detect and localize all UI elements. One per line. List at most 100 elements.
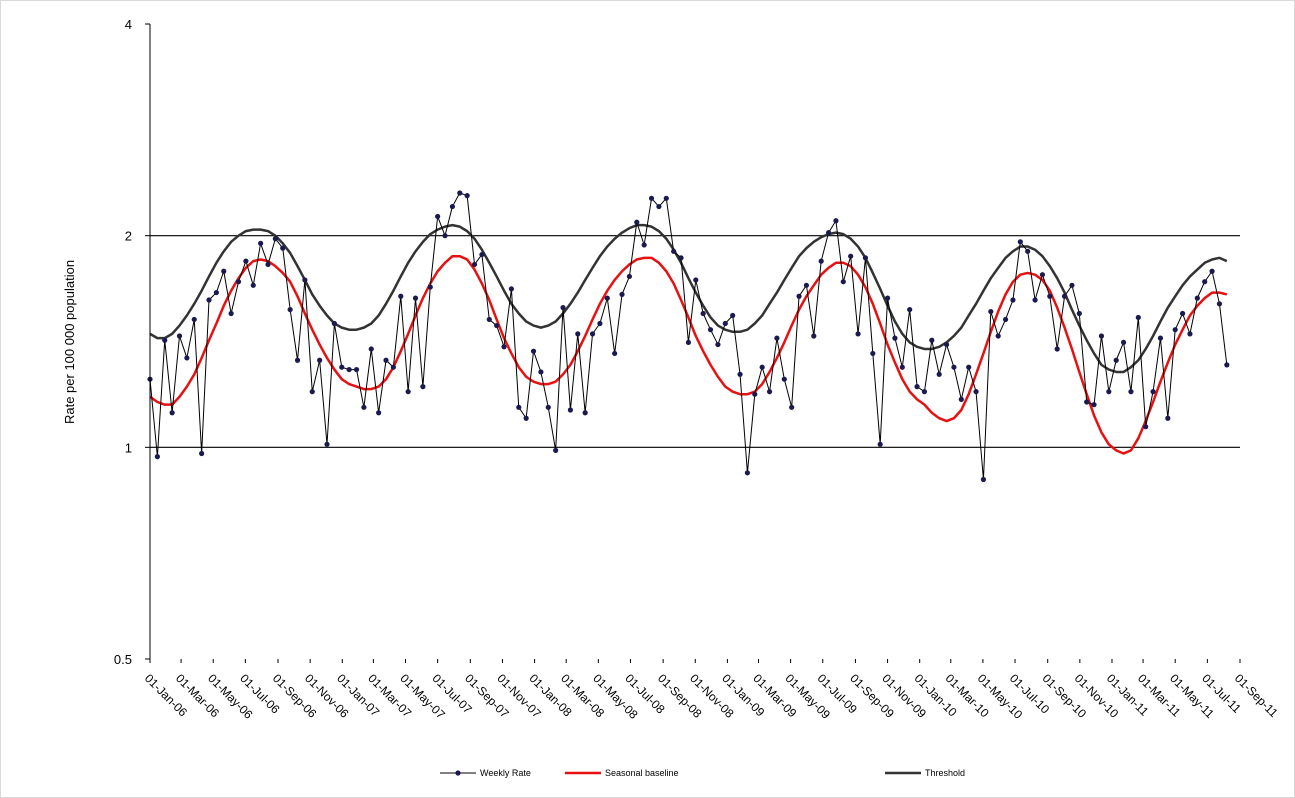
data-point — [1209, 268, 1215, 274]
series-line — [149, 223, 1228, 374]
data-point — [553, 447, 559, 454]
data-point — [176, 333, 183, 339]
data-point — [678, 255, 684, 261]
data-point — [302, 277, 308, 283]
data-point — [870, 350, 876, 357]
data-point — [1091, 402, 1097, 408]
data-point — [339, 364, 345, 370]
data-point — [1179, 310, 1186, 317]
data-point — [471, 261, 478, 268]
data-point — [1098, 333, 1105, 339]
data-point — [1120, 339, 1127, 346]
data-point — [479, 251, 485, 258]
data-point — [1076, 310, 1082, 317]
data-point — [685, 339, 692, 346]
data-point — [1017, 239, 1023, 245]
data-point — [921, 389, 928, 395]
y-tick-label: 0.5 — [114, 652, 132, 667]
data-point — [560, 305, 566, 311]
data-point — [1194, 295, 1200, 301]
data-point — [966, 364, 972, 370]
data-point — [1025, 248, 1031, 254]
data-point — [980, 476, 987, 483]
data-point — [700, 310, 706, 317]
data-point — [265, 261, 271, 268]
data-point — [988, 308, 994, 315]
data-point — [287, 306, 293, 313]
data-point — [353, 366, 360, 373]
data-point — [162, 337, 168, 343]
legend-label: Weekly Rate — [480, 768, 531, 778]
data-point — [294, 357, 301, 363]
data-point — [1047, 293, 1053, 299]
data-point — [376, 410, 382, 416]
data-point — [641, 242, 647, 248]
data-point — [1084, 399, 1090, 405]
data-point — [951, 364, 957, 370]
data-point — [545, 404, 551, 410]
data-point — [235, 279, 242, 285]
data-point — [619, 291, 625, 298]
legend-marker — [455, 770, 461, 776]
data-point — [634, 219, 640, 225]
data-point — [280, 245, 286, 251]
data-point — [324, 441, 330, 447]
data-point — [862, 255, 869, 261]
data-point — [626, 273, 633, 280]
legend: Weekly Rate Seasonal baseline Threshold — [440, 768, 965, 778]
data-point — [848, 253, 854, 259]
data-point — [221, 268, 227, 274]
data-point — [464, 193, 470, 199]
data-point — [272, 236, 278, 242]
data-point — [1032, 297, 1038, 303]
data-point — [538, 369, 544, 375]
data-point — [1165, 415, 1171, 421]
data-point — [1143, 424, 1149, 430]
data-point — [766, 389, 773, 395]
y-tick-label: 4 — [125, 17, 132, 32]
data-point — [604, 295, 610, 301]
data-point — [1061, 293, 1068, 299]
data-point — [730, 312, 736, 319]
data-point — [494, 322, 500, 329]
data-point — [169, 410, 175, 416]
data-point — [361, 404, 367, 410]
data-point — [346, 366, 352, 373]
data-point — [1039, 272, 1046, 278]
data-point — [825, 230, 832, 236]
data-point — [420, 384, 426, 390]
data-point — [1010, 297, 1016, 303]
series-line — [149, 254, 1228, 455]
data-point — [899, 364, 905, 370]
data-point — [914, 384, 920, 390]
data-point — [435, 213, 441, 220]
data-point — [184, 355, 190, 361]
data-point — [213, 289, 219, 296]
data-point — [803, 282, 810, 288]
data-point — [228, 310, 234, 317]
data-point — [1224, 362, 1230, 368]
data-point — [1128, 389, 1134, 395]
data-point — [612, 350, 618, 357]
data-point — [1216, 301, 1223, 307]
data-point — [818, 258, 824, 264]
data-point — [1172, 327, 1178, 333]
data-point — [995, 333, 1001, 339]
data-point — [1069, 282, 1075, 288]
y-tick-label: 2 — [125, 229, 132, 244]
data-point — [892, 335, 898, 341]
data-point — [442, 233, 448, 239]
data-point — [1157, 335, 1164, 341]
data-point — [309, 389, 315, 395]
data-point — [191, 316, 197, 323]
legend-label: Threshold — [925, 768, 965, 778]
data-point — [501, 344, 507, 350]
data-point — [154, 454, 160, 460]
data-point — [1054, 346, 1060, 352]
data-point — [759, 364, 765, 370]
data-point — [523, 415, 529, 421]
data-point — [929, 337, 935, 343]
data-point — [1135, 314, 1141, 321]
data-point — [796, 293, 802, 299]
